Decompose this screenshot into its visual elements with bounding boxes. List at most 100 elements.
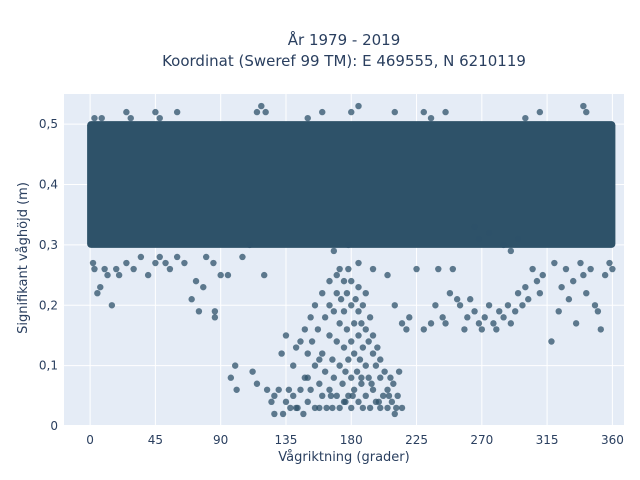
data-point xyxy=(369,386,377,393)
data-point xyxy=(323,404,330,412)
data-point xyxy=(339,380,346,387)
data-point xyxy=(224,271,232,279)
data-point xyxy=(345,265,352,273)
data-point xyxy=(195,308,203,315)
data-point xyxy=(326,386,333,393)
data-point xyxy=(108,302,116,309)
data-point xyxy=(329,404,336,412)
data-point xyxy=(345,356,352,363)
data-point xyxy=(352,296,359,303)
data-point xyxy=(300,410,307,418)
data-point xyxy=(123,259,130,267)
data-point xyxy=(297,386,304,393)
data-point xyxy=(227,374,235,381)
data-point xyxy=(348,277,355,285)
data-point xyxy=(329,356,336,363)
data-point xyxy=(384,386,391,393)
y-tick-label: 0 xyxy=(50,419,58,433)
data-point xyxy=(337,296,345,303)
data-point xyxy=(570,277,577,285)
data-point xyxy=(290,392,297,400)
data-point xyxy=(362,392,369,400)
data-point xyxy=(202,253,210,261)
data-point xyxy=(127,114,134,122)
data-point xyxy=(551,259,558,267)
data-point xyxy=(490,320,497,327)
data-point xyxy=(211,308,219,315)
data-point xyxy=(453,296,461,303)
data-point xyxy=(597,326,604,333)
data-point xyxy=(287,404,294,412)
data-point xyxy=(326,332,333,339)
x-tick-label: 360 xyxy=(601,433,624,447)
data-point xyxy=(539,271,546,279)
data-point xyxy=(514,235,522,243)
data-point xyxy=(379,392,387,400)
data-point xyxy=(359,344,367,351)
data-point xyxy=(427,114,435,122)
data-point xyxy=(130,265,137,273)
data-point xyxy=(384,404,391,412)
data-point xyxy=(144,271,152,279)
data-point xyxy=(333,392,340,400)
data-point xyxy=(381,368,388,375)
x-tick-label: 225 xyxy=(405,433,428,447)
data-point xyxy=(403,326,410,333)
data-point xyxy=(362,362,369,369)
data-point xyxy=(319,350,326,357)
data-point xyxy=(388,398,396,406)
data-point xyxy=(355,259,362,267)
data-point xyxy=(350,386,358,393)
data-point xyxy=(292,344,300,351)
data-point xyxy=(475,320,483,327)
data-point xyxy=(475,235,483,243)
data-point xyxy=(91,114,98,122)
data-point xyxy=(326,302,333,309)
data-point xyxy=(359,302,367,309)
data-point xyxy=(319,290,326,297)
data-point xyxy=(514,290,522,297)
data-point xyxy=(485,229,493,237)
data-point xyxy=(580,271,587,279)
data-point xyxy=(316,380,323,387)
data-point xyxy=(249,368,256,375)
data-point xyxy=(210,259,217,267)
data-point xyxy=(355,102,362,110)
data-point xyxy=(340,344,348,351)
data-point xyxy=(375,398,383,406)
data-point xyxy=(377,356,384,363)
data-point xyxy=(522,283,529,291)
data-point xyxy=(587,265,594,273)
y-axis-ticks: 0 0,1 0,2 0,3 0,4 0,5 xyxy=(39,117,58,433)
data-point xyxy=(217,271,224,279)
data-point xyxy=(101,265,108,273)
data-point xyxy=(166,265,174,273)
y-tick-label: 0,4 xyxy=(39,178,58,192)
data-point xyxy=(435,265,442,273)
data-point xyxy=(565,296,573,303)
data-point xyxy=(432,302,439,309)
data-point xyxy=(461,326,468,333)
data-point xyxy=(173,108,181,116)
data-point xyxy=(355,332,362,339)
data-point xyxy=(349,392,356,400)
data-point xyxy=(239,253,246,261)
data-point xyxy=(583,290,590,297)
data-point xyxy=(591,302,599,309)
data-point xyxy=(366,314,374,321)
data-point xyxy=(580,102,587,110)
data-point xyxy=(123,108,130,116)
data-point xyxy=(271,410,278,418)
data-point xyxy=(261,271,268,279)
data-point xyxy=(427,320,435,327)
data-point xyxy=(533,277,541,285)
data-point xyxy=(156,114,163,122)
data-point xyxy=(420,326,427,333)
data-point xyxy=(395,368,403,375)
data-point xyxy=(330,308,338,315)
data-points xyxy=(89,102,616,418)
data-point xyxy=(333,271,340,279)
data-point xyxy=(301,326,309,333)
data-point xyxy=(314,326,322,333)
